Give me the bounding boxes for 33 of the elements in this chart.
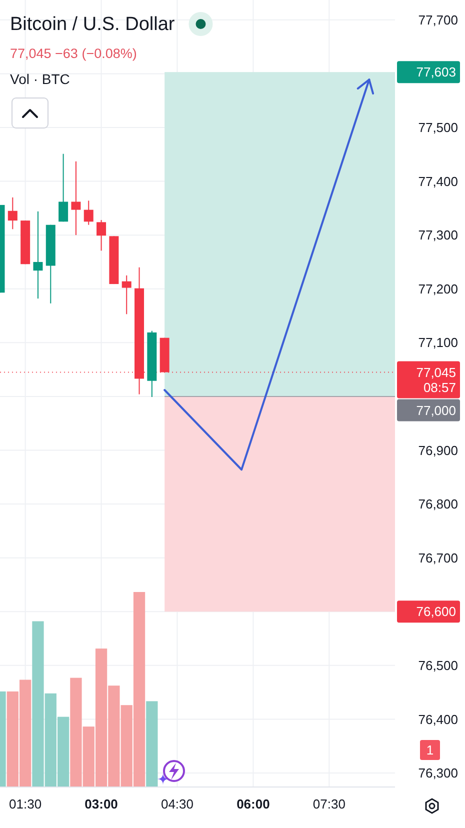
y-tick-label: 76,900 <box>418 442 458 458</box>
candlestick <box>71 160 81 236</box>
candlestick <box>122 274 132 315</box>
y-tick-label: 76,400 <box>418 712 458 727</box>
y-tick-label: 76,700 <box>418 550 458 566</box>
x-tick-label: 01:30 <box>9 796 42 812</box>
x-tick-label: 06:00 <box>236 796 270 812</box>
y-tick-label: 77,400 <box>418 174 458 189</box>
y-tick-label: 77,300 <box>418 228 458 243</box>
candlestick <box>84 200 94 226</box>
candlestick <box>8 196 18 230</box>
x-tick-label: 07:30 <box>312 796 346 812</box>
text: 77,045 −63 (−0.08%) <box>10 46 137 61</box>
chart-title: Vol · BTC <box>10 71 70 87</box>
candlestick <box>96 220 106 252</box>
y-tick-label: 77,200 <box>418 281 458 296</box>
band-label: 77,603 <box>416 64 456 80</box>
bar <box>146 701 158 787</box>
x-tick-label: 04:30 <box>160 796 194 812</box>
candlestick <box>33 210 43 300</box>
text: Bitcoin / U.S. Dollar <box>10 14 176 35</box>
text: 1 <box>426 742 434 758</box>
band-label: 76,600 <box>416 604 456 620</box>
candlestick <box>58 153 68 222</box>
y-tick-label: 76,300 <box>418 766 458 781</box>
y-tick-label: 76,500 <box>418 658 458 673</box>
y-tick-label: 76,800 <box>418 496 458 512</box>
y-tick-label: 77,100 <box>418 335 458 350</box>
ref-line-label: 77,045 08:57 <box>416 364 456 395</box>
y-tick-label: 77,700 <box>418 12 458 28</box>
x-tick-label: 03:00 <box>84 796 118 812</box>
ref-line-label: 77,000 <box>416 402 456 418</box>
y-tick-label: 77,500 <box>418 120 458 136</box>
